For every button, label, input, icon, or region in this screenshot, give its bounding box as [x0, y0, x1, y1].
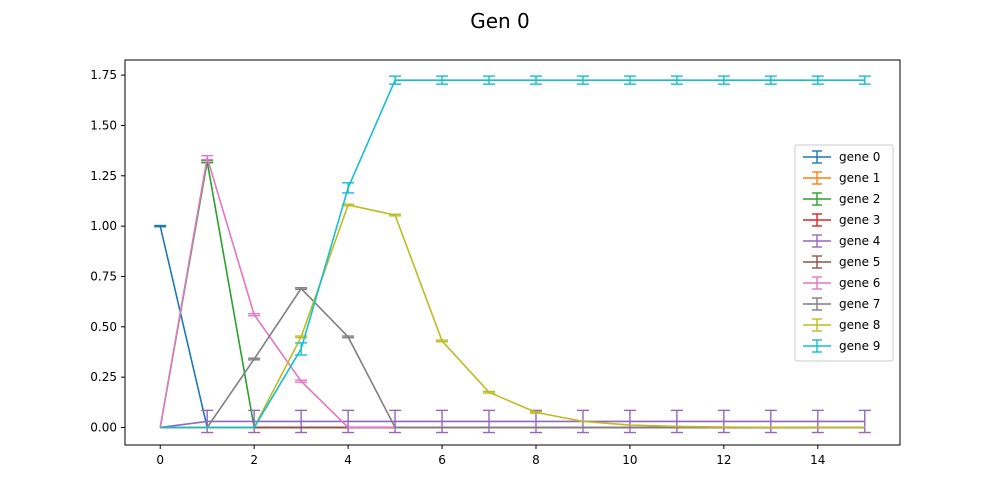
series-line — [159, 161, 865, 429]
legend-label: gene 8 — [839, 318, 880, 332]
series-gene-2 — [159, 159, 865, 429]
legend: gene 0 gene 1 gene 2 gene 3 gene 4 gene 5 gene… — [794, 144, 894, 362]
x-tick-label: 4 — [344, 453, 352, 467]
y-tick-label: 0.00 — [90, 420, 117, 434]
y-tick-label: 0.75 — [90, 269, 117, 283]
y-tick-label: 0.25 — [90, 370, 117, 384]
legend-item: gene 1 — [803, 171, 880, 185]
y-tick-label: 1.25 — [90, 169, 117, 183]
series-gene-0 — [154, 224, 865, 429]
legend-label: gene 1 — [839, 171, 880, 185]
x-tick-label: 8 — [532, 453, 540, 467]
y-axis: 0.00 0.25 0.50 0.75 1.00 1.25 1.50 1.75 — [90, 68, 125, 434]
legend-item: gene 3 — [803, 213, 880, 227]
x-tick-label: 14 — [810, 453, 825, 467]
x-tick-label: 10 — [622, 453, 637, 467]
y-tick-label: 1.50 — [90, 118, 117, 132]
series-gene-4 — [160, 409, 871, 434]
chart-title: Gen 0 — [470, 9, 530, 33]
legend-item: gene 4 — [803, 234, 880, 248]
legend-label: gene 5 — [839, 255, 880, 269]
legend-label: gene 7 — [839, 297, 880, 311]
legend-label: gene 3 — [839, 213, 880, 227]
series-line — [159, 157, 865, 429]
legend-item: gene 0 — [803, 150, 880, 164]
x-tick-label: 6 — [438, 453, 446, 467]
series-line — [159, 225, 865, 429]
y-tick-label: 1.75 — [90, 68, 117, 82]
legend-item: gene 6 — [803, 276, 880, 290]
legend-label: gene 0 — [839, 150, 880, 164]
x-tick-label: 12 — [716, 453, 731, 467]
axes-frame — [124, 59, 901, 446]
x-tick-label: 2 — [250, 453, 258, 467]
legend-label: gene 6 — [839, 276, 880, 290]
series-line — [160, 204, 865, 429]
y-tick-label: 1.00 — [90, 219, 117, 233]
legend-label: gene 4 — [839, 234, 880, 248]
legend-item: gene 9 — [803, 339, 880, 353]
legend-item: gene 2 — [803, 192, 880, 206]
y-tick-label: 0.50 — [90, 320, 117, 334]
plot-area — [154, 75, 871, 434]
legend-label: gene 9 — [839, 339, 880, 353]
legend-item: gene 5 — [803, 255, 880, 269]
legend-item: gene 7 — [803, 297, 880, 311]
series-line — [160, 420, 865, 429]
x-axis: 0 2 4 6 8 10 12 14 — [156, 445, 825, 467]
axes-border — [124, 59, 901, 446]
series-line — [160, 79, 865, 429]
series-gene-6 — [159, 154, 865, 429]
series-gene-8 — [160, 203, 865, 429]
series-gene-9 — [160, 75, 871, 429]
legend-item: gene 8 — [803, 318, 880, 332]
x-tick-label: 0 — [156, 453, 164, 467]
legend-label: gene 2 — [839, 192, 880, 206]
